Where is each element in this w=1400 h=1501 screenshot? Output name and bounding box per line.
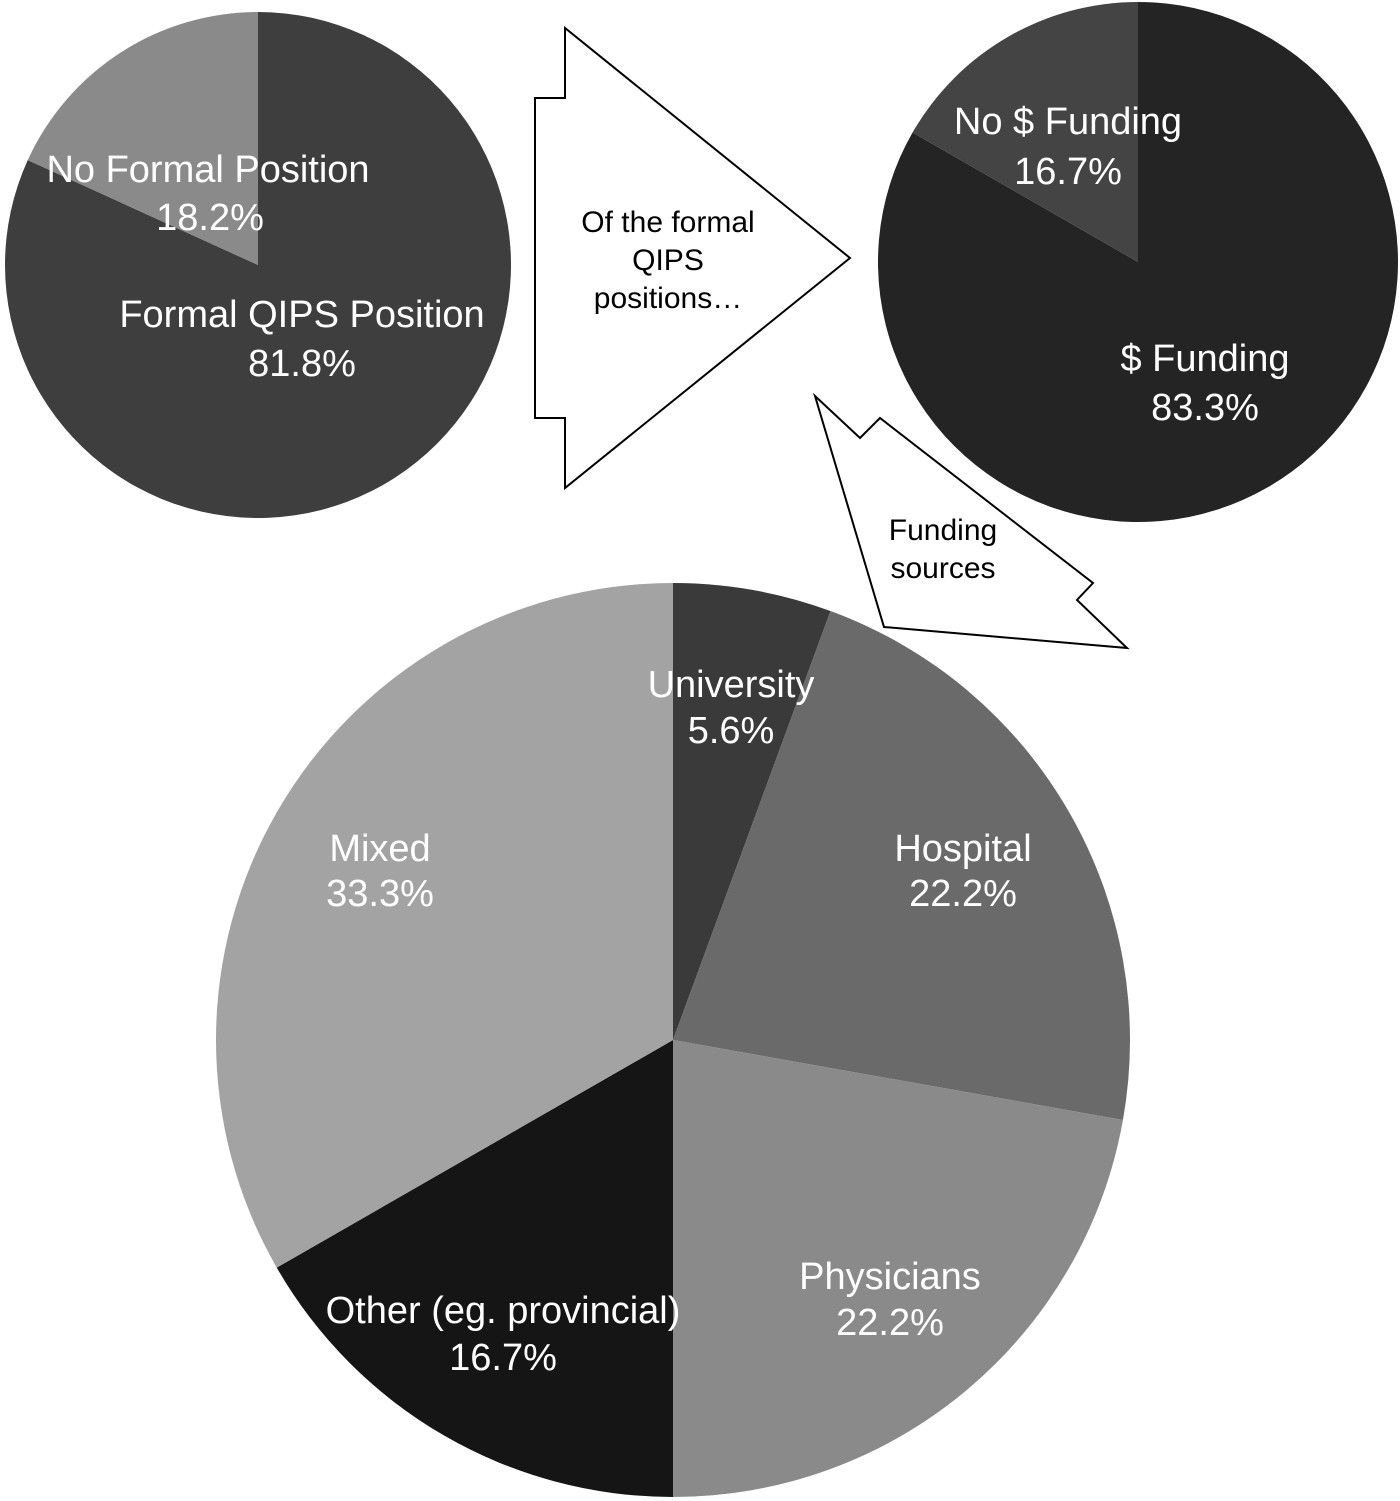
label-hospital: Hospital — [894, 828, 1031, 870]
arrow-formal-line2: QIPS — [632, 244, 704, 277]
pie-qips-position — [4, 12, 511, 518]
pie-slice-hospital — [673, 610, 1130, 1120]
arrow-sources-line2: sources — [890, 552, 995, 585]
label-other: Other (eg. provincial) — [326, 1290, 681, 1332]
pct-funding: 83.3% — [1151, 387, 1259, 429]
label-mixed: Mixed — [329, 828, 430, 870]
pie-funding — [878, 2, 1398, 522]
label-physicians: Physicians — [799, 1256, 981, 1298]
pct-no-formal-position: 18.2% — [156, 197, 264, 239]
pct-hospital: 22.2% — [909, 873, 1017, 915]
label-funding: $ Funding — [1120, 338, 1289, 380]
pct-university: 5.6% — [688, 710, 775, 752]
arrow-formal-line1: Of the formal — [581, 206, 754, 239]
pie-slice-physicians — [673, 1040, 1123, 1497]
pie-slice-mixed — [215, 582, 673, 1268]
pct-mixed: 33.3% — [326, 873, 434, 915]
pie-slice-no-formal-position — [27, 12, 258, 265]
arrow-formal-positions — [534, 25, 852, 491]
pie-slice-other-eg-provincial — [276, 1040, 673, 1497]
pie-slice-university — [673, 583, 831, 1040]
arrow-formal-line3: positions… — [594, 282, 742, 315]
label-no-formal-position: No Formal Position — [46, 149, 369, 191]
pct-other: 16.7% — [449, 1337, 557, 1379]
pct-no-funding: 16.7% — [1014, 151, 1122, 193]
pie-funding-sources — [215, 582, 1130, 1497]
arrow-sources-line1: Funding — [889, 514, 997, 547]
label-university: University — [648, 664, 815, 706]
pct-physicians: 22.2% — [836, 1302, 944, 1344]
label-formal-qips-position: Formal QIPS Position — [119, 294, 484, 336]
arrow-funding-sources — [812, 392, 1130, 650]
pie-slice-no-funding — [912, 2, 1138, 262]
pct-formal-qips-position: 81.8% — [248, 343, 356, 385]
label-no-funding: No $ Funding — [954, 101, 1182, 143]
